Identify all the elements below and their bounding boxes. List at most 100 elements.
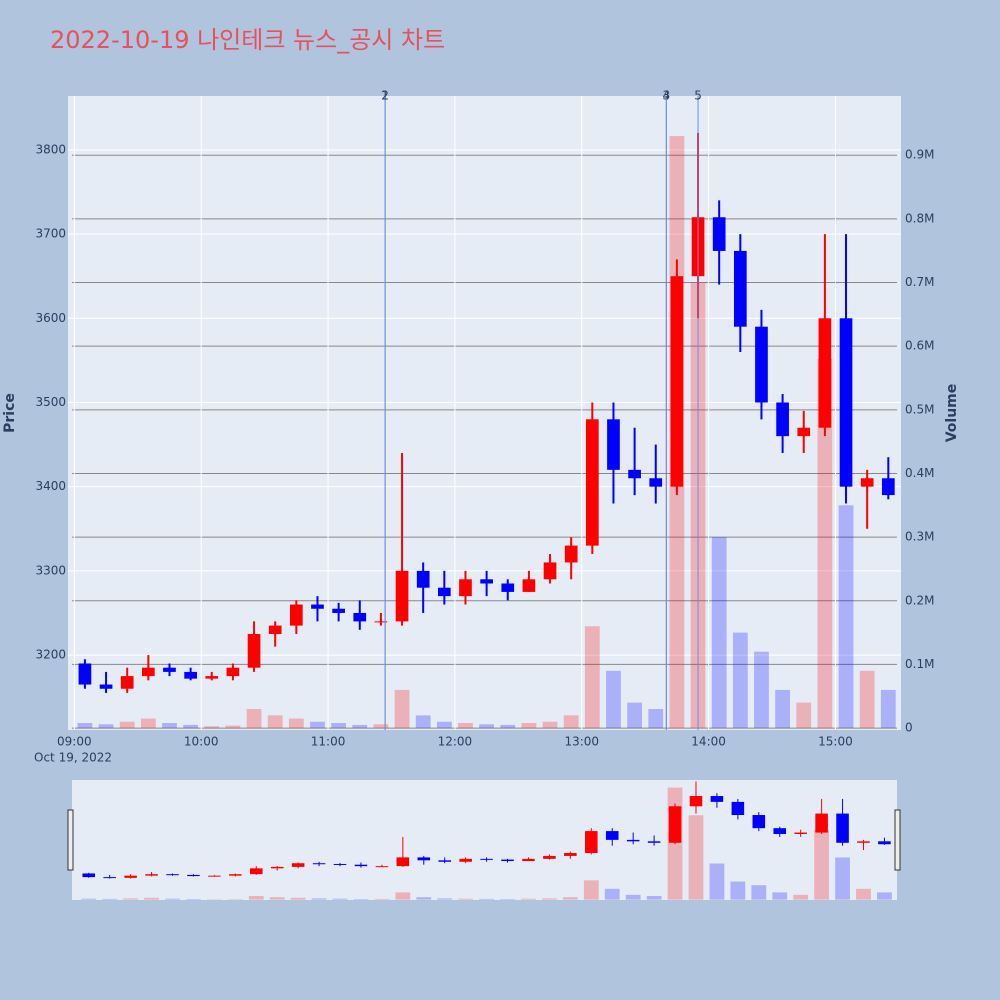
slider-volume-bar xyxy=(458,898,474,900)
y2-tick-label: 0.2M xyxy=(905,593,934,607)
event-label: 3 xyxy=(663,89,671,103)
slider-volume-bar xyxy=(542,898,557,900)
volume-bar xyxy=(140,718,156,729)
slider-volume-bar xyxy=(479,898,494,900)
candle-body xyxy=(459,858,472,862)
event-label: 5 xyxy=(694,89,702,103)
slider-volume-bar xyxy=(688,815,704,900)
volume-bar xyxy=(267,715,283,729)
volume-bar xyxy=(754,651,769,729)
candle-body xyxy=(163,667,176,672)
y2-tick-label: 0.9M xyxy=(905,148,934,162)
x-tick-label: 12:00 xyxy=(438,735,473,749)
candle-body xyxy=(145,874,158,876)
slider-volume-bar xyxy=(248,896,264,900)
volume-bar xyxy=(817,358,833,729)
slider-volume-bar xyxy=(562,897,578,900)
x-tick-label: 13:00 xyxy=(564,735,599,749)
y2-tick-label: 0.8M xyxy=(905,211,934,225)
volume-bar xyxy=(352,724,368,729)
candle-body xyxy=(755,326,768,403)
candle-body xyxy=(670,276,684,487)
slider-volume-bar xyxy=(814,829,830,900)
candle-body xyxy=(247,634,261,668)
y2-tick-label: 0.6M xyxy=(905,339,934,353)
volume-bar xyxy=(98,724,114,729)
candle-body xyxy=(270,866,284,869)
volume-bar xyxy=(458,722,473,729)
candle-body xyxy=(649,478,663,487)
candle-body xyxy=(668,806,682,843)
candle-body xyxy=(184,671,197,679)
volume-bar xyxy=(246,708,262,729)
slider-handle[interactable] xyxy=(67,809,74,871)
volume-bar xyxy=(394,689,410,729)
x-date-label: Oct 19, 2022 xyxy=(34,751,112,765)
y-tick-label: 3700 xyxy=(35,227,66,241)
slider-volume-bar xyxy=(290,897,306,900)
candle-body xyxy=(120,676,134,689)
volume-bar xyxy=(775,689,791,729)
candle-body xyxy=(564,545,578,563)
slider-volume-bar xyxy=(144,897,159,900)
slider-volume-bar xyxy=(395,892,411,900)
candle-body xyxy=(249,868,263,875)
candle-body xyxy=(103,877,116,879)
candle-body xyxy=(333,863,347,865)
candle-body xyxy=(353,612,367,622)
candle-body xyxy=(375,866,389,868)
volume-bar xyxy=(796,702,812,729)
candle-body xyxy=(396,857,410,867)
volume-bar xyxy=(521,722,537,729)
candle-body xyxy=(311,604,324,609)
slider-volume-bar xyxy=(521,898,536,900)
candle-body xyxy=(141,667,155,677)
candle-body xyxy=(395,570,409,622)
slider-volume-bar xyxy=(311,898,327,900)
event-label: 2 xyxy=(381,89,389,103)
volume-bar xyxy=(479,724,495,729)
candle-body xyxy=(208,875,221,877)
candle-body xyxy=(438,860,451,862)
slider-volume-bar xyxy=(835,857,850,900)
candle-body xyxy=(839,318,853,487)
y2-axis-title: Volume xyxy=(944,384,960,443)
volume-bar xyxy=(310,721,325,729)
candle-body xyxy=(881,478,895,496)
slider-handle[interactable] xyxy=(894,809,901,871)
candle-body xyxy=(836,813,849,843)
candle-body xyxy=(416,570,430,588)
candle-body xyxy=(710,796,724,802)
slider-volume-bar xyxy=(751,885,767,900)
candle-body xyxy=(626,839,640,842)
candle-body xyxy=(607,419,620,470)
volume-bar xyxy=(584,626,600,729)
candle-body xyxy=(480,858,493,860)
slider-volume-bar xyxy=(793,894,809,900)
volume-bar xyxy=(859,670,875,729)
y-tick-label: 3500 xyxy=(35,395,66,409)
candle-body xyxy=(268,625,282,635)
volume-bar xyxy=(711,537,727,729)
range-slider[interactable] xyxy=(72,780,897,900)
y2-tick-label: 0.4M xyxy=(905,466,934,480)
slider-volume-bar xyxy=(186,899,201,900)
candle-body xyxy=(205,676,219,679)
slider-volume-bar xyxy=(646,896,662,900)
x-tick-label: 09:00 xyxy=(57,735,92,749)
event-label: 1 xyxy=(381,89,389,103)
volume-bar xyxy=(436,721,452,729)
event-label: 4 xyxy=(663,89,671,103)
candle-body xyxy=(187,874,200,877)
candle-body xyxy=(374,621,388,623)
candle-body xyxy=(78,663,92,685)
candle-body xyxy=(776,402,789,437)
candle-body xyxy=(733,250,747,327)
candle-body xyxy=(229,874,242,876)
candle-body xyxy=(794,832,807,835)
volume-bar xyxy=(542,721,558,729)
candle-body xyxy=(166,874,179,876)
slider-volume-bar xyxy=(81,898,97,900)
candle-body xyxy=(878,841,891,845)
candle-body xyxy=(773,828,787,835)
